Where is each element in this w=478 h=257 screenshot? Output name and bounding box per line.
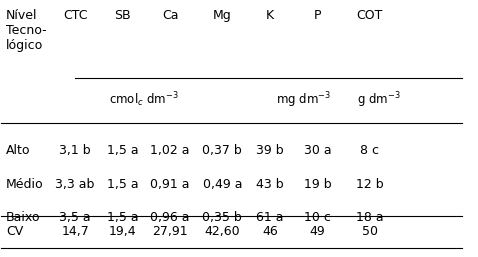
Text: 1,5 a: 1,5 a bbox=[107, 178, 139, 191]
Text: 12 b: 12 b bbox=[356, 178, 383, 191]
Text: 0,96 a: 0,96 a bbox=[151, 211, 190, 224]
Text: 0,35 b: 0,35 b bbox=[203, 211, 242, 224]
Text: mg dm$^{-3}$: mg dm$^{-3}$ bbox=[276, 90, 331, 110]
Text: 3,3 ab: 3,3 ab bbox=[55, 178, 95, 191]
Text: 1,02 a: 1,02 a bbox=[151, 144, 190, 157]
Text: 0,37 b: 0,37 b bbox=[203, 144, 242, 157]
Text: 50: 50 bbox=[362, 225, 378, 238]
Text: 3,1 b: 3,1 b bbox=[59, 144, 91, 157]
Text: CV: CV bbox=[6, 225, 23, 238]
Text: Mg: Mg bbox=[213, 9, 232, 22]
Text: 19 b: 19 b bbox=[304, 178, 331, 191]
Text: P: P bbox=[314, 9, 321, 22]
Text: 46: 46 bbox=[262, 225, 278, 238]
Text: 42,60: 42,60 bbox=[205, 225, 240, 238]
Text: 0,49 a: 0,49 a bbox=[203, 178, 242, 191]
Text: 27,91: 27,91 bbox=[152, 225, 188, 238]
Text: 0,91 a: 0,91 a bbox=[151, 178, 190, 191]
Text: 19,4: 19,4 bbox=[109, 225, 136, 238]
Text: 30 a: 30 a bbox=[304, 144, 331, 157]
Text: SB: SB bbox=[114, 9, 131, 22]
Text: Alto: Alto bbox=[6, 144, 31, 157]
Text: g dm$^{-3}$: g dm$^{-3}$ bbox=[358, 90, 401, 110]
Text: 1,5 a: 1,5 a bbox=[107, 144, 139, 157]
Text: 3,5 a: 3,5 a bbox=[59, 211, 91, 224]
Text: CTC: CTC bbox=[63, 9, 87, 22]
Text: 8 c: 8 c bbox=[360, 144, 379, 157]
Text: Ca: Ca bbox=[162, 9, 178, 22]
Text: Médio: Médio bbox=[6, 178, 44, 191]
Text: K: K bbox=[266, 9, 274, 22]
Text: Nível
Tecno-
lógico: Nível Tecno- lógico bbox=[6, 9, 47, 52]
Text: 39 b: 39 b bbox=[256, 144, 284, 157]
Text: 18 a: 18 a bbox=[356, 211, 383, 224]
Text: 43 b: 43 b bbox=[256, 178, 284, 191]
Text: 49: 49 bbox=[310, 225, 326, 238]
Text: COT: COT bbox=[357, 9, 383, 22]
Text: 10 c: 10 c bbox=[304, 211, 331, 224]
Text: 14,7: 14,7 bbox=[61, 225, 89, 238]
Text: cmol$_c$ dm$^{-3}$: cmol$_c$ dm$^{-3}$ bbox=[109, 90, 179, 109]
Text: 1,5 a: 1,5 a bbox=[107, 211, 139, 224]
Text: Baixo: Baixo bbox=[6, 211, 41, 224]
Text: 61 a: 61 a bbox=[256, 211, 283, 224]
